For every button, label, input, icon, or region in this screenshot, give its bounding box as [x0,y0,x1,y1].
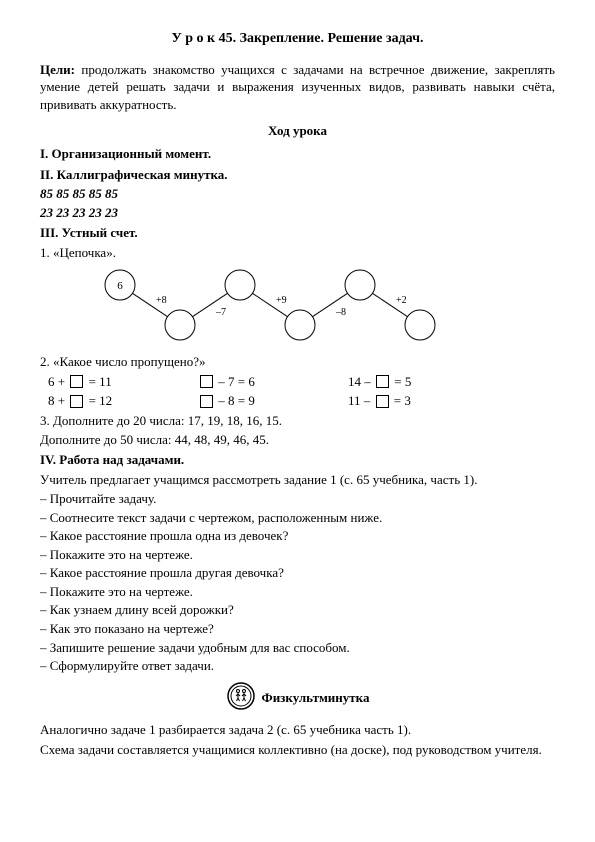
eq-r2c3: 11 – = 3 [348,392,498,410]
question-item: – Соотнесите текст задачи с чертежом, ра… [40,509,555,527]
item-3-3b: Дополните до 50 числа: 44, 48, 49, 46, 4… [40,431,555,449]
page-title: У р о к 45. Закрепление. Решение задач. [40,30,555,49]
fizkult-icon [226,681,256,716]
section-2-heading: II. Каллиграфическая минутка. [40,166,555,184]
goals-text: продолжать знакомство учащихся с задачам… [40,62,555,112]
blank-box [70,375,83,388]
question-item: – Какое расстояние прошла одна из девоче… [40,527,555,545]
calligraphy-line-2: 23 23 23 23 23 [40,204,555,222]
eq-r1c3: 14 – = 5 [348,373,498,391]
section-1-heading: I. Организационный момент. [40,145,555,163]
questions-list: – Прочитайте задачу.– Соотнесите текст з… [40,490,555,674]
question-item: – Запишите решение задачи удобным для ва… [40,639,555,657]
eq-r1c2: – 7 = 6 [198,373,348,391]
question-item: – Покажите это на чертеже. [40,546,555,564]
question-item: – Как узнаем длину всей дорожки? [40,601,555,619]
question-item: – Покажите это на чертеже. [40,583,555,601]
fizkult-label: Физкультминутка [262,689,370,707]
blank-box [70,395,83,408]
blank-box [376,395,389,408]
eq-r1c1: 6 + = 11 [48,373,198,391]
item-3-1: 1. «Цепочка». [40,244,555,262]
svg-text:+2: +2 [396,295,407,306]
eq-r2c1: 8 + = 12 [48,392,198,410]
blank-box [200,395,213,408]
section-3-heading: III. Устный счет. [40,224,555,242]
question-item: – Какое расстояние прошла другая девочка… [40,564,555,582]
after-paragraph-2: Схема задачи составляется учащимися колл… [40,741,555,759]
item-3-2: 2. «Какое число пропущено?» [40,353,555,371]
goals-label: Цели: [40,62,75,77]
fizkult-row: Физкультминутка [40,681,555,716]
svg-text:+9: +9 [276,295,287,306]
section-4-heading: IV. Работа над задачами. [40,451,555,469]
after-paragraph-1: Аналогично задаче 1 разбирается задача 2… [40,721,555,739]
lesson-flow-heading: Ход урока [40,122,555,140]
blank-box [200,375,213,388]
question-item: – Как это показано на чертеже? [40,620,555,638]
svg-text:–8: –8 [335,307,346,318]
eq-r2c2: – 8 = 9 [198,392,348,410]
section-4-intro: Учитель предлагает учащимся рассмотреть … [40,471,555,489]
calligraphy-line-1: 85 85 85 85 85 [40,185,555,203]
question-item: – Прочитайте задачу. [40,490,555,508]
svg-text:+8: +8 [156,295,167,306]
equation-row-1: 6 + = 11 – 7 = 6 14 – = 5 [48,373,555,391]
question-item: – Сформулируйте ответ задачи. [40,657,555,675]
item-3-3a: 3. Дополните до 20 числа: 17, 19, 18, 16… [40,412,555,430]
goals-paragraph: Цели: продолжать знакомство учащихся с з… [40,61,555,114]
chain-diagram: +8 –7 +9 –8 +2 6 [100,267,480,347]
blank-box [376,375,389,388]
svg-text:–7: –7 [215,307,226,318]
svg-text:6: 6 [117,280,123,292]
equation-row-2: 8 + = 12 – 8 = 9 11 – = 3 [48,392,555,410]
